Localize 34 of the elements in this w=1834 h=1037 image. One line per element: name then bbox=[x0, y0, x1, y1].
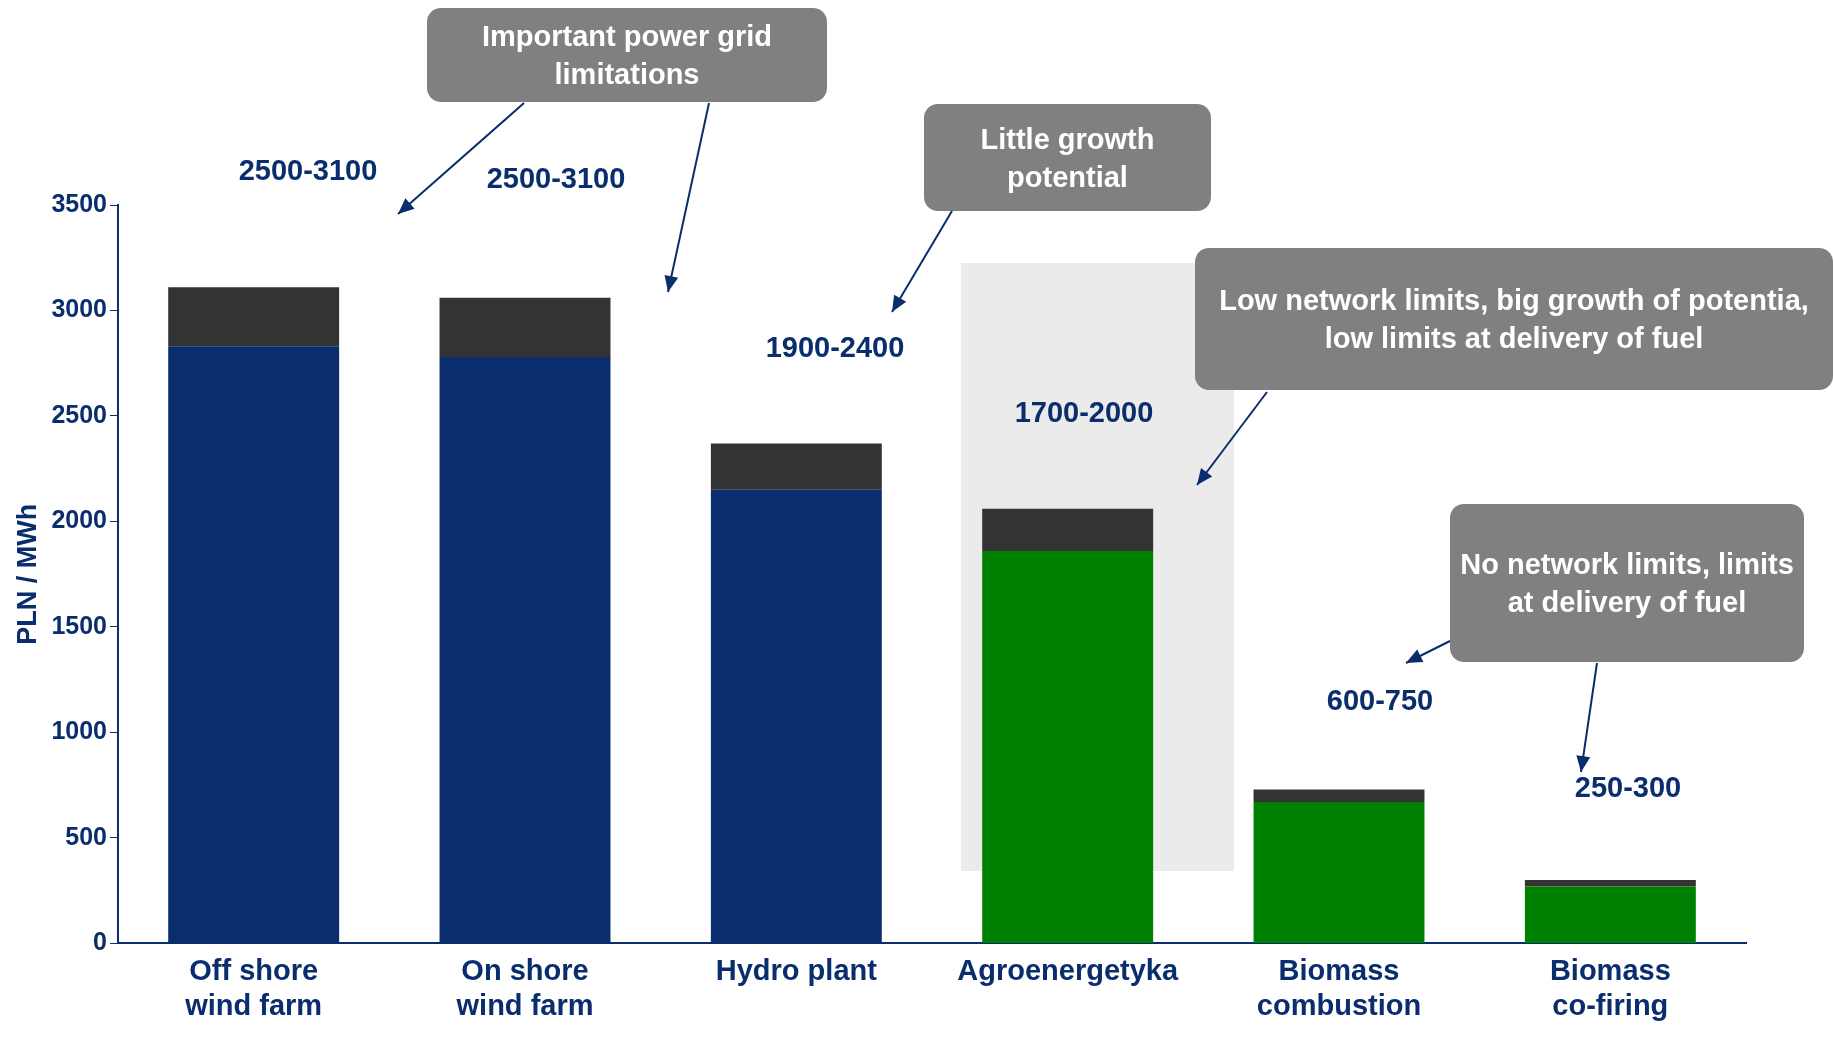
y-tick-label: 0 bbox=[93, 927, 108, 956]
callout-box: No network limits, limits at delivery of fuel bbox=[1450, 504, 1804, 662]
text: 2500-3100 bbox=[238, 153, 378, 187]
y-axis-title: PLN / MWh bbox=[11, 503, 42, 645]
annotation: 600-750 bbox=[1326, 683, 1434, 717]
annotation: 250-300 bbox=[1574, 770, 1682, 804]
text: 2500-3100 bbox=[486, 161, 626, 195]
bar bbox=[710, 443, 882, 490]
bar bbox=[1524, 886, 1696, 943]
callout-box: Important power grid limitations bbox=[427, 8, 827, 102]
y-tick-label: 3500 bbox=[51, 188, 108, 217]
y-tick-label: 1500 bbox=[51, 610, 108, 639]
y-tick-label: 2000 bbox=[51, 505, 108, 534]
x-tick-label: Hydro plant bbox=[715, 953, 878, 986]
bar bbox=[982, 508, 1154, 551]
y-tick-label: 500 bbox=[65, 821, 108, 850]
annotation: 1900-2400 bbox=[765, 330, 905, 364]
callout-box: Low network limits, big growth of potentia, low limits at delivery of fuel bbox=[1195, 248, 1833, 390]
bar bbox=[982, 550, 1154, 943]
x-tick-label: Off shore wind farm bbox=[184, 953, 323, 1021]
bar bbox=[1253, 802, 1425, 943]
bar bbox=[1524, 880, 1696, 887]
callout-box: Little growth potential bbox=[924, 104, 1211, 211]
x-tick-label: Biomass co-firing bbox=[1549, 953, 1671, 1021]
y-tick-label: 1000 bbox=[51, 716, 108, 745]
bar bbox=[1253, 789, 1425, 803]
x-tick-label: Agroenergetyka bbox=[957, 953, 1179, 986]
y-tick-label: 3000 bbox=[51, 294, 108, 323]
bar bbox=[168, 287, 340, 347]
annotation: 1700-2000 bbox=[1014, 395, 1154, 429]
y-tick-label: 2500 bbox=[51, 399, 108, 428]
x-tick-label: On shore wind farm bbox=[455, 953, 594, 1021]
x-tick-label: Biomass combustion bbox=[1256, 953, 1422, 1021]
bar bbox=[439, 297, 611, 357]
